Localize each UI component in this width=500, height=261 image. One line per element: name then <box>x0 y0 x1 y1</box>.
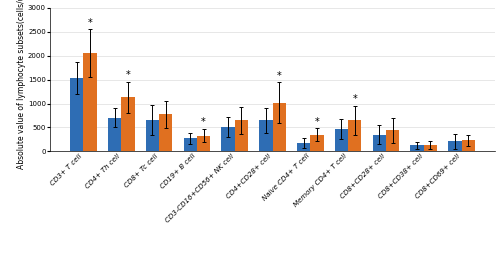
Bar <box>348 120 362 151</box>
Text: *: * <box>88 18 92 28</box>
Bar <box>372 135 386 151</box>
Text: *: * <box>314 117 320 127</box>
Legend: Healthy controls (N=51), Dyslipidemia patients (N=51): Healthy controls (N=51), Dyslipidemia pa… <box>154 259 390 261</box>
Bar <box>448 141 462 151</box>
Text: *: * <box>276 70 281 81</box>
Bar <box>335 129 348 151</box>
Bar <box>310 135 324 151</box>
Bar <box>260 120 272 151</box>
Bar <box>184 139 197 151</box>
Bar <box>197 136 210 151</box>
Text: *: * <box>201 117 206 127</box>
Bar <box>386 130 399 151</box>
Bar <box>108 118 122 151</box>
Bar <box>462 140 475 151</box>
Text: *: * <box>352 94 357 104</box>
Bar <box>159 114 172 151</box>
Bar <box>234 120 248 151</box>
Bar <box>84 53 96 151</box>
Bar <box>146 120 159 151</box>
Text: *: * <box>126 70 130 80</box>
Y-axis label: Absolute value of lymphocyte subsets(cells/ul): Absolute value of lymphocyte subsets(cel… <box>18 0 26 169</box>
Bar <box>297 143 310 151</box>
Bar <box>410 145 424 151</box>
Bar <box>222 127 234 151</box>
Bar <box>70 78 84 151</box>
Bar <box>424 145 437 151</box>
Bar <box>122 97 134 151</box>
Bar <box>272 103 285 151</box>
